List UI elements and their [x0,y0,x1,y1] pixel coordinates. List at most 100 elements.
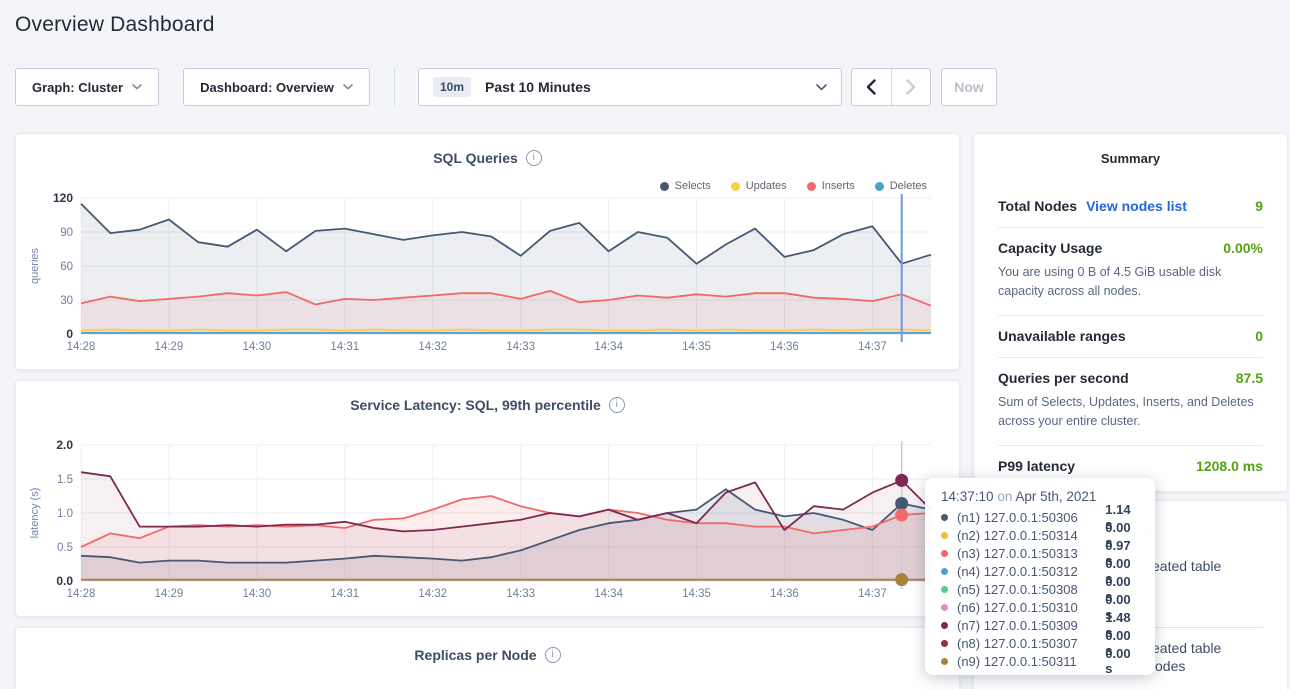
time-range-label: Past 10 Minutes [485,79,591,95]
x-axis-tick: 14:32 [418,588,447,600]
x-axis-tick: 14:28 [67,341,96,353]
hover-point-dot [895,509,908,522]
hover-tooltip: 14:37:10 on Apr 5th, 2021 (n1) 127.0.0.1… [925,478,1155,675]
tooltip-node-label: (n2) 127.0.0.1:50314 [957,528,1105,543]
hover-point-dot [895,497,908,510]
x-axis-tick: 14:36 [770,341,799,353]
x-axis-tick: 14:33 [506,588,535,600]
x-axis-tick: 14:31 [330,341,359,353]
x-axis-tick: 14:34 [594,341,623,353]
x-axis-tick: 14:29 [155,588,184,600]
summary-value: 9 [1255,198,1263,214]
summary-value: 1208.0 ms [1196,458,1263,474]
events-divider [1152,627,1263,628]
tooltip-node-value: 0.00 s [1105,646,1141,676]
x-axis-tick: 14:29 [155,341,184,353]
summary-row-unavailable-ranges: Unavailable ranges 0 [998,315,1263,357]
y-axis-label: latency (s) [29,488,41,539]
summary-value: 0.00% [1223,240,1263,256]
chevron-down-icon [816,84,827,91]
summary-label: Unavailable ranges [998,328,1126,344]
hover-point-dot [895,573,908,586]
sql-queries-card: SQL Queries i SelectsUpdatesInsertsDelet… [15,133,960,370]
dashboard-dropdown[interactable]: Dashboard: Overview [183,68,370,106]
tooltip-node-label: (n5) 127.0.0.1:50308 [957,582,1105,597]
summary-panel: Summary Total Nodes View nodes list 9 Ca… [973,133,1288,492]
x-axis-tick: 14:37 [858,341,887,353]
y-axis-tick: 60 [60,261,73,273]
summary-row-capacity-usage: Capacity Usage 0.00% You are using 0 B o… [998,227,1263,315]
x-axis-tick: 14:35 [682,341,711,353]
summary-label: Total Nodes [998,198,1077,214]
series-dot-icon [941,586,948,593]
y-axis-tick: 0 [66,327,73,341]
summary-label: Capacity Usage [998,240,1102,256]
series-dot-icon [941,604,948,611]
tooltip-node-label: (n7) 127.0.0.1:50309 [957,618,1105,633]
summary-label: P99 latency [998,458,1075,474]
view-nodes-list-link[interactable]: View nodes list [1086,198,1187,214]
chevron-down-icon [132,84,142,90]
replicas-per-node-card: Replicas per Node i [15,627,960,689]
time-step-buttons [851,68,931,106]
summary-row-queries-per-second: Queries per second 87.5 Sum of Selects, … [998,357,1263,445]
y-axis-label: queries [29,247,41,284]
x-axis-tick: 14:30 [242,588,271,600]
series-dot-icon [941,568,948,575]
tooltip-node-row: (n9) 127.0.0.1:503110.00 s [941,652,1141,670]
time-range-dropdown[interactable]: 10m Past 10 Minutes [418,68,842,106]
summary-value: 87.5 [1236,370,1263,386]
toolbar-divider [394,67,395,106]
replicas-per-node-title: Replicas per Node [414,647,536,663]
x-axis-tick: 14:37 [858,588,887,600]
y-axis-tick: 1.5 [57,474,73,486]
y-axis-tick: 0.5 [57,542,73,554]
x-axis-tick: 14:31 [330,588,359,600]
summary-subtext: You are using 0 B of 4.5 GiB usable disk… [998,263,1263,302]
graph-dropdown-label: Graph: Cluster [32,80,123,95]
tooltip-node-label: (n4) 127.0.0.1:50312 [957,564,1105,579]
y-axis-tick: 1.0 [57,508,73,520]
summary-value: 0 [1255,328,1263,344]
chevron-down-icon [343,84,353,90]
tooltip-node-label: (n6) 127.0.0.1:50310 [957,600,1105,615]
series-dot-icon [941,532,948,539]
summary-label: Queries per second [998,370,1129,386]
x-axis-tick: 14:28 [67,588,96,600]
time-next-button[interactable] [891,69,931,105]
y-axis-tick: 120 [53,191,73,205]
x-axis-tick: 14:36 [770,588,799,600]
summary-title: Summary [998,151,1263,166]
tooltip-node-label: (n9) 127.0.0.1:50311 [957,654,1105,669]
series-dot-icon [941,658,948,665]
time-range-badge: 10m [433,77,471,97]
chevron-right-icon [906,79,916,95]
x-axis-tick: 14:32 [418,341,447,353]
dashboard-dropdown-label: Dashboard: Overview [200,80,334,95]
summary-row-total-nodes: Total Nodes View nodes list 9 [998,186,1263,227]
series-dot-icon [941,550,948,557]
page-title: Overview Dashboard [15,13,215,37]
event-item-fragment: eated table [1152,558,1221,574]
series-dot-icon [941,514,948,521]
chevron-left-icon [866,79,876,95]
series-dot-icon [941,622,948,629]
event-item-fragment: eated table [1152,640,1221,656]
y-axis-tick: 0.0 [56,574,73,588]
graph-dropdown[interactable]: Graph: Cluster [15,68,159,106]
now-button[interactable]: Now [941,68,997,106]
service-latency-chart[interactable]: 14:2814:2914:3014:3114:3214:3314:3414:35… [16,381,959,616]
service-latency-card: Service Latency: SQL, 99th percentile i … [15,380,960,617]
x-axis-tick: 14:30 [242,341,271,353]
x-axis-tick: 14:33 [506,341,535,353]
tooltip-node-label: (n8) 127.0.0.1:50307 [957,636,1105,651]
tooltip-node-label: (n1) 127.0.0.1:50306 [957,510,1105,525]
time-prev-button[interactable] [852,69,891,105]
series-dot-icon [941,640,948,647]
hover-point-dot [895,474,908,487]
summary-subtext: Sum of Selects, Updates, Inserts, and De… [998,393,1263,432]
info-icon[interactable]: i [545,647,561,663]
y-axis-tick: 30 [60,295,73,307]
y-axis-tick: 2.0 [56,438,73,452]
sql-queries-chart[interactable]: 14:28 14:29 14:30 14:31 14:32 14:33 14:34 14:35… [16,134,959,369]
